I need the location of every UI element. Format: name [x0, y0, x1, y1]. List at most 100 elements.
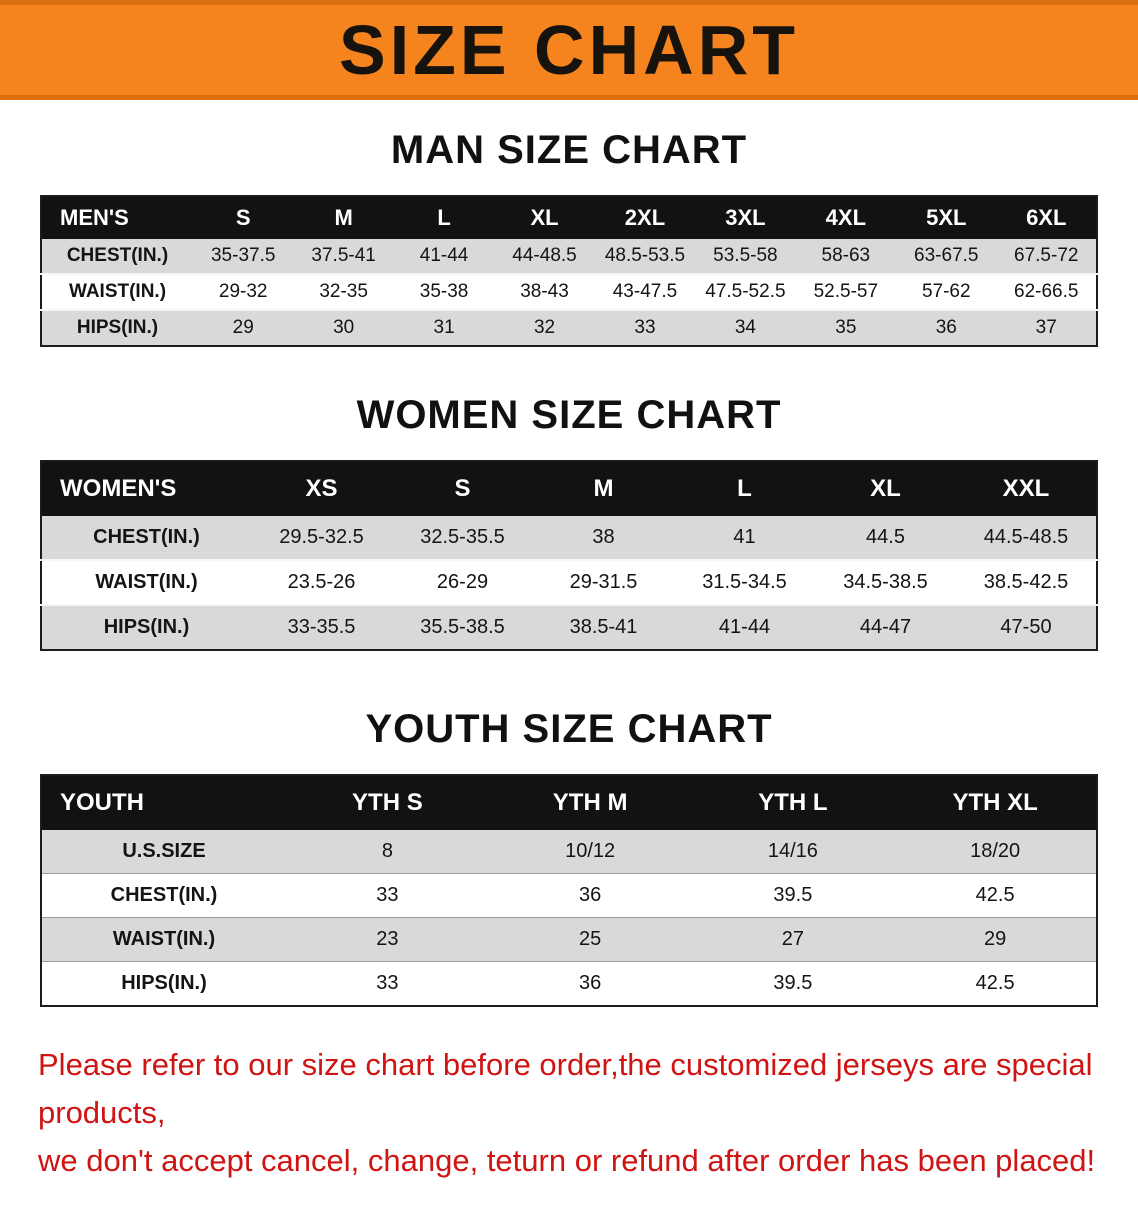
row-label-cell: CHEST(IN.) — [66, 245, 169, 266]
value-cell: 23 — [376, 928, 399, 950]
youth-size-section: YOUTH SIZE CHART YOUTH YTH S YTH M YTH L YTH… — [0, 707, 1138, 1007]
value-cell: 33 — [376, 884, 399, 906]
value-cell: 34.5-38.5 — [843, 571, 928, 593]
size-column-header: 3XL — [695, 196, 796, 239]
table-header-row: WOMEN'S XS S M L XL XXL — [41, 461, 1097, 516]
value-cell: 38-43 — [520, 281, 569, 302]
size-column-header: YTH L — [691, 775, 895, 830]
value-cell: 36 — [579, 884, 602, 906]
value-cell: 38.5-42.5 — [983, 571, 1069, 593]
value-cell: 30 — [333, 317, 355, 338]
men-size-table: MEN'S S M L XL 2XL 3XL 4XL 5XL 6XL CHEST(IN.) 35-37… — [40, 195, 1098, 347]
value-cell: 18/20 — [970, 840, 1021, 862]
size-column-header: XS — [251, 461, 392, 516]
table-row: U.S.SIZE 8 10/12 14/16 18/20 — [41, 830, 1097, 874]
value-cell: 29 — [984, 928, 1007, 950]
value-cell: 37 — [1035, 317, 1057, 338]
row-label-cell: CHEST(IN.) — [93, 526, 200, 548]
value-cell: 31.5-34.5 — [702, 571, 787, 593]
value-cell: 42.5 — [975, 884, 1015, 906]
table-row: CHEST(IN.) 29.5-32.5 32.5-35.5 38 41 44.5 44.5… — [41, 516, 1097, 560]
value-cell: 57-62 — [921, 281, 971, 302]
youth-size-table: YOUTH YTH S YTH M YTH L YTH XL U.S.SIZE 8 10/12… — [40, 774, 1098, 1007]
table-category-header: MEN'S — [41, 196, 193, 239]
value-cell: 58-63 — [821, 245, 871, 266]
size-column-header: YTH XL — [894, 775, 1097, 830]
value-cell: 33 — [634, 317, 656, 338]
value-cell: 41-44 — [718, 616, 771, 638]
men-section-heading: MAN SIZE CHART — [390, 128, 748, 172]
banner: SIZE CHART — [0, 0, 1138, 100]
size-column-header: XL — [494, 196, 595, 239]
value-cell: 29-31.5 — [569, 571, 638, 593]
size-column-header: YTH S — [286, 775, 489, 830]
value-cell: 33 — [376, 972, 399, 994]
disclaimer-line-2: we don't accept cancel, change, teturn o… — [38, 1143, 1096, 1179]
row-label-cell: HIPS(IN.) — [103, 616, 190, 638]
table-row: WAIST(IN.) 29-32 32-35 35-38 38-43 43-47.5 47.… — [41, 274, 1097, 310]
size-column-header: S — [193, 196, 294, 239]
value-cell: 23.5-26 — [287, 571, 356, 593]
page-title: SIZE CHART — [339, 11, 799, 89]
women-size-table: WOMEN'S XS S M L XL XXL CHEST(IN.) 29.5-32.5 32.5… — [40, 460, 1098, 651]
row-label-cell: WAIST(IN.) — [95, 571, 198, 593]
disclaimer-line-1: Please refer to our size chart before or… — [38, 1047, 1093, 1131]
value-cell: 35 — [835, 317, 857, 338]
value-cell: 34 — [734, 317, 756, 338]
table-row: WAIST(IN.) 23 25 27 29 — [41, 917, 1097, 962]
row-label-cell: WAIST(IN.) — [112, 928, 216, 950]
value-cell: 37.5-41 — [311, 245, 376, 266]
women-size-section: WOMEN SIZE CHART WOMEN'S XS S M L XL XXL CHEST(… — [0, 393, 1138, 651]
value-cell: 63-67.5 — [914, 245, 979, 266]
value-cell: 44.5-48.5 — [983, 526, 1069, 548]
size-column-header: L — [674, 461, 815, 516]
table-row: HIPS(IN.) 33 36 39.5 42.5 — [41, 961, 1097, 1006]
value-cell: 39.5 — [773, 972, 813, 994]
value-cell: 42.5 — [975, 972, 1015, 994]
value-cell: 39.5 — [773, 884, 813, 906]
value-cell: 38.5-41 — [569, 616, 638, 638]
value-cell: 32 — [533, 317, 556, 338]
value-cell: 47-50 — [1000, 616, 1052, 638]
size-column-header: S — [392, 461, 533, 516]
value-cell: 44-47 — [859, 616, 912, 638]
value-cell: 67.5-72 — [1014, 245, 1079, 266]
value-cell: 36 — [579, 972, 602, 994]
value-cell: 44-48.5 — [512, 245, 577, 266]
value-cell: 14/16 — [767, 840, 818, 862]
table-row: CHEST(IN.) 33 36 39.5 42.5 — [41, 873, 1097, 918]
size-column-header: 5XL — [896, 196, 997, 239]
size-column-header: 4XL — [795, 196, 897, 239]
value-cell: 36 — [935, 317, 957, 338]
value-cell: 27 — [781, 928, 804, 950]
value-cell: 52.5-57 — [813, 281, 879, 302]
value-cell: 62-66.5 — [1014, 281, 1079, 302]
size-column-header: YTH M — [488, 775, 692, 830]
size-column-header: 6XL — [996, 196, 1097, 239]
value-cell: 25 — [579, 928, 602, 950]
table-header-row: YOUTH YTH S YTH M YTH L YTH XL — [41, 775, 1097, 830]
size-column-header: 2XL — [594, 196, 696, 239]
value-cell: 8 — [381, 840, 393, 862]
value-cell: 41 — [733, 526, 756, 548]
table-row: WAIST(IN.) 23.5-26 26-29 29-31.5 31.5-34.5 34… — [41, 560, 1097, 605]
disclaimer-text: Please refer to our size chart before or… — [38, 1041, 1108, 1185]
table-row: HIPS(IN.) 33-35.5 35.5-38.5 38.5-41 41-44 44-… — [41, 605, 1097, 650]
value-cell: 10/12 — [565, 840, 616, 862]
value-cell: 43-47.5 — [612, 281, 678, 302]
size-column-header: L — [393, 196, 495, 239]
table-category-header: YOUTH — [41, 775, 286, 830]
table-category-header: WOMEN'S — [41, 461, 251, 516]
value-cell: 29-32 — [218, 281, 268, 302]
women-section-heading: WOMEN SIZE CHART — [356, 393, 782, 437]
value-cell: 41-44 — [419, 245, 469, 266]
value-cell: 26-29 — [436, 571, 489, 593]
row-label-cell: HIPS(IN.) — [76, 317, 159, 338]
table-row: CHEST(IN.) 35-37.5 37.5-41 41-44 44-48.5 48.5… — [41, 239, 1097, 274]
value-cell: 35-38 — [419, 281, 469, 302]
size-column-header: XL — [815, 461, 956, 516]
size-column-header: XXL — [956, 461, 1097, 516]
value-cell: 38 — [592, 526, 615, 548]
value-cell: 32.5-35.5 — [420, 526, 505, 548]
